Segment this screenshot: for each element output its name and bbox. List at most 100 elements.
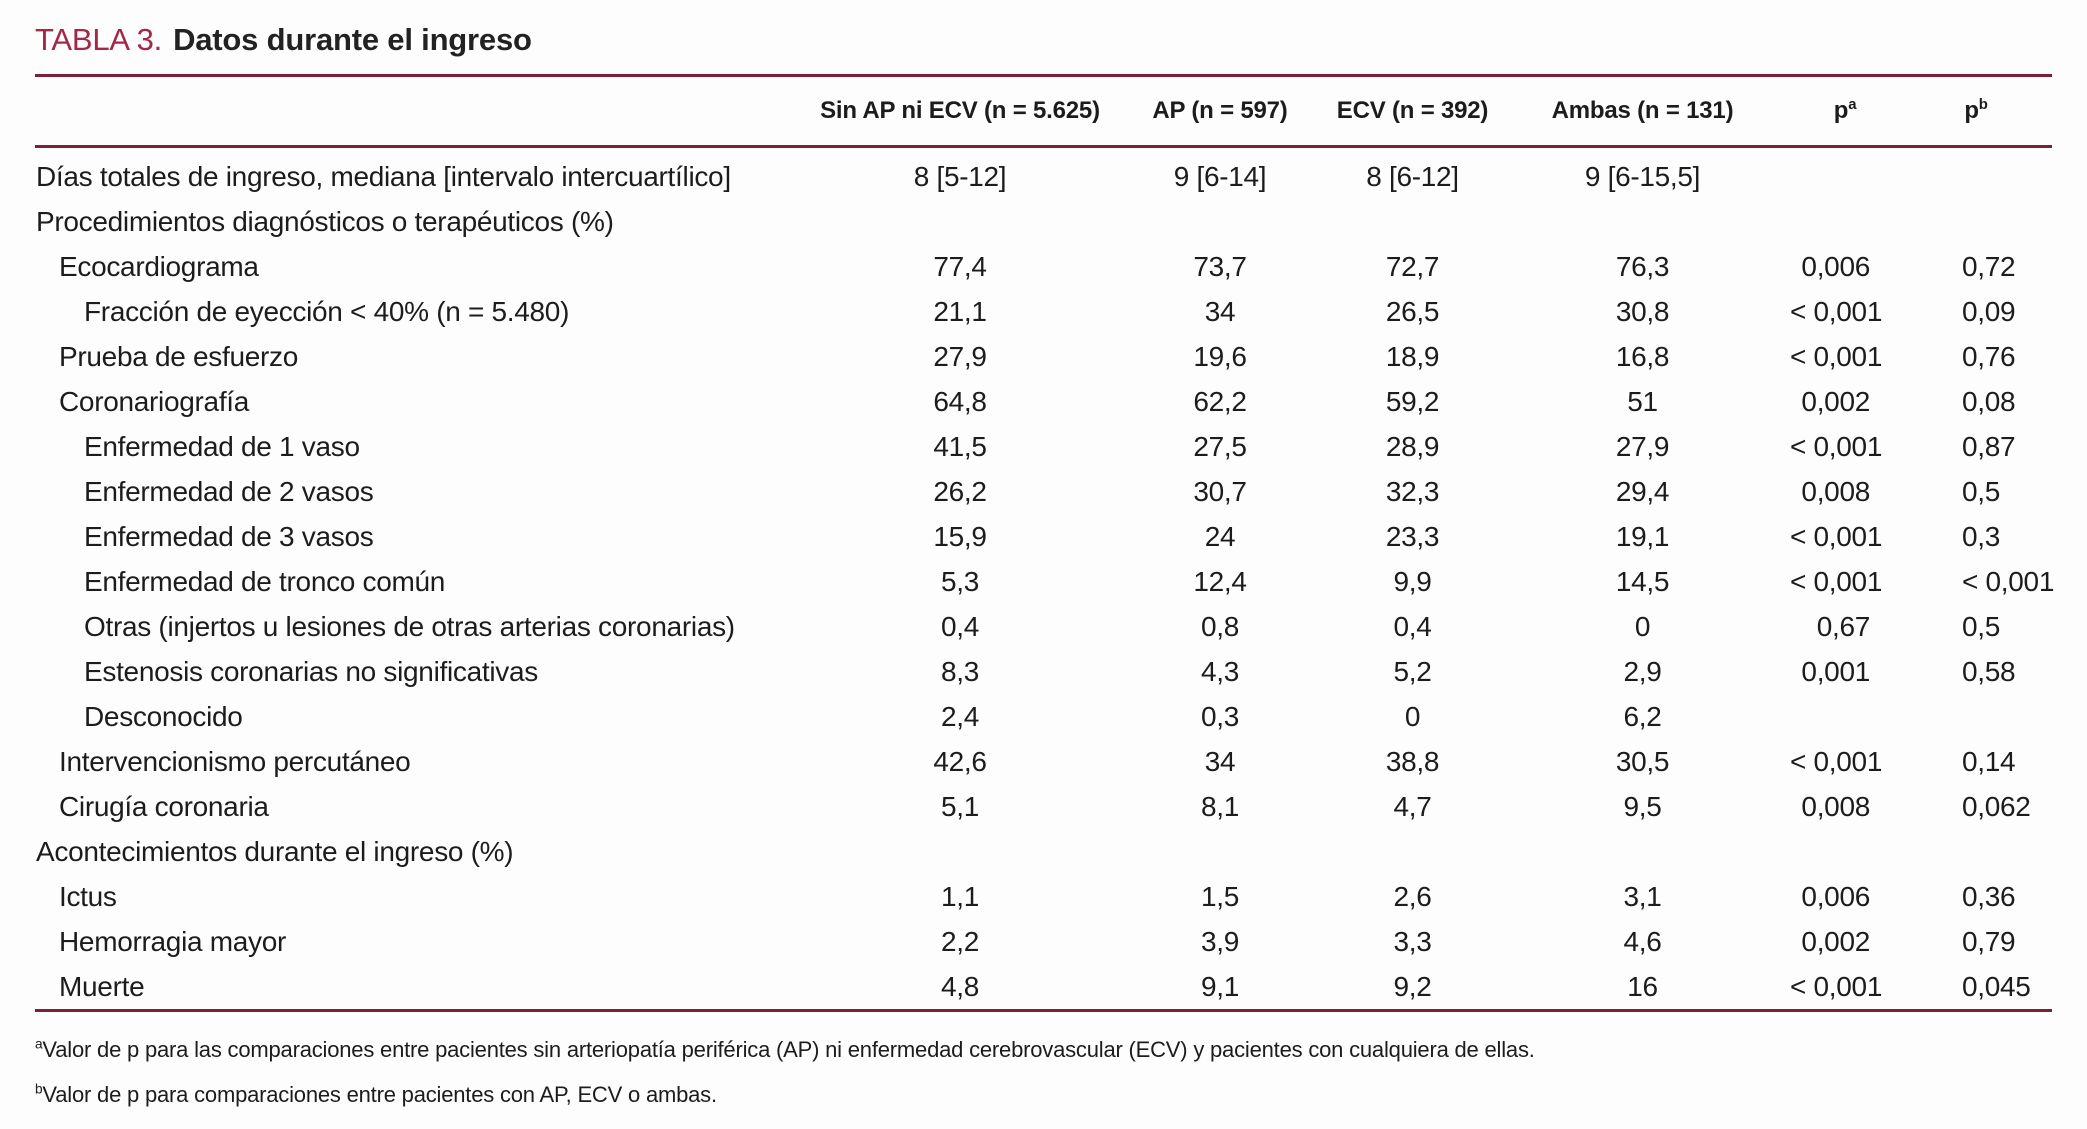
row-label: Procedimientos diagnósticos o terapéutic… [36,206,614,237]
cell-sin-ap-ni-ecv: 64,8 [933,386,987,417]
row-label: Ictus [59,881,117,912]
cell-ecv: 3,3 [1393,926,1432,957]
cell-ambas: 16 [1627,971,1658,1002]
table-row: Enfermedad de 2 vasos 26,2 30,7 32,3 29,… [35,469,2052,514]
cell-ambas: 9 [6-15,5] [1584,161,1701,192]
table-row: Fracción de eyección < 40% (n = 5.480) 2… [35,289,2052,334]
cell-p-b [1900,829,2052,874]
cell-ap: 24 [1204,521,1236,552]
cell-sin-ap-ni-ecv: 2,2 [940,926,980,957]
data-table: Sin AP ni ECV (n = 5.625) AP (n = 597) E… [35,74,2054,1012]
cell-p-a: 0,001 [1801,656,1870,687]
cell-ambas: 29,4 [1615,476,1670,507]
cell-ap: 30,7 [1193,476,1247,507]
table-row: Ictus 1,1 1,5 2,6 3,1 0,006 0,36 [35,874,2052,919]
cell-p-b: 0,08 [1962,386,2016,417]
cell-ap: 9 [6-14] [1173,161,1267,192]
cell-p-b: 0,87 [1962,431,2016,462]
cell-p-a: 0,002 [1801,386,1870,417]
cell-sin-ap-ni-ecv: 21,1 [933,296,987,327]
table-row: Acontecimientos durante el ingreso (%) [35,829,2052,874]
cell-p-a: < 0,001 [1790,971,1883,1002]
col-header-empty [35,75,810,148]
table-row: Coronariografía 64,8 62,2 59,2 51 0,002 … [35,379,2052,424]
cell-p-a: 0,006 [1801,251,1870,282]
table-body: Días totales de ingreso, mediana [interv… [35,147,2054,1011]
cell-ap: 19,6 [1193,341,1247,372]
cell-ap: 0,8 [1200,611,1240,642]
cell-p-b [1900,147,2052,200]
cell-p-a: < 0,001 [1790,341,1883,372]
table-header-row: Sin AP ni ECV (n = 5.625) AP (n = 597) E… [35,75,2052,148]
col-header-label: p [1964,97,1979,124]
cell-sin-ap-ni-ecv: 15,9 [933,521,987,552]
cell-p-a: 0,008 [1801,791,1870,822]
table-row: Muerte 4,8 9,1 9,2 16 < 0,001 0,045 [35,964,2052,1011]
cell-ap: 8,1 [1200,791,1240,822]
table-caption: Datos durante el ingreso [173,22,532,57]
footnote-b: bValor de p para comparaciones entre pac… [35,1072,2052,1117]
table-row: Desconocido 2,4 0,3 0 6,2 [35,694,2052,739]
col-header-label: ECV (n = 392) [1336,97,1489,124]
row-label: Muerte [59,971,145,1002]
cell-ecv: 4,7 [1393,791,1432,822]
col-header-label: Ambas (n = 131) [1551,97,1734,124]
cell-sin-ap-ni-ecv: 5,1 [940,791,980,822]
cell-ap [1110,829,1330,874]
cell-p-a: < 0,001 [1790,296,1883,327]
cell-p-a: < 0,001 [1790,566,1883,597]
cell-p-b: 0,79 [1962,926,2016,957]
cell-p-a: < 0,001 [1790,521,1883,552]
cell-ambas: 76,3 [1615,251,1670,282]
cell-p-a: < 0,001 [1790,746,1883,777]
cell-ecv: 9,9 [1393,566,1432,597]
cell-sin-ap-ni-ecv: 5,3 [940,566,980,597]
footnote-text: Valor de p para comparaciones entre paci… [42,1082,717,1107]
cell-ap: 34 [1204,746,1236,777]
cell-p-b: 0,09 [1962,296,2016,327]
col-header-label: Sin AP ni ECV (n = 5.625) [820,97,1100,124]
cell-ambas: 2,9 [1623,656,1662,687]
row-label: Ecocardiograma [59,251,259,282]
cell-p-b: 0,58 [1962,656,2016,687]
cell-sin-ap-ni-ecv: 41,5 [933,431,987,462]
table-row: Cirugía coronaria 5,1 8,1 4,7 9,5 0,008 … [35,784,2052,829]
footnote-marker-a: a [35,1036,43,1052]
cell-p-b: 0,72 [1962,251,2016,282]
cell-ambas: 19,1 [1615,521,1670,552]
row-label: Estenosis coronarias no significativas [84,656,538,687]
table-row: Otras (injertos u lesiones de otras arte… [35,604,2052,649]
superscript-b: b [1978,97,1988,113]
col-header-ambas: Ambas (n = 131) [1495,75,1790,148]
cell-ambas: 0 [1634,611,1651,642]
cell-ap: 34 [1204,296,1236,327]
row-label: Enfermedad de 3 vasos [84,521,374,552]
cell-p-b: 0,14 [1962,746,2016,777]
cell-ecv: 8 [6-12] [1366,161,1459,192]
footnote-a: aValor de p para las comparaciones entre… [35,1027,2052,1072]
cell-ecv: 0 [1404,701,1421,732]
cell-ap: 73,7 [1193,251,1247,282]
cell-ap: 3,9 [1200,926,1240,957]
cell-p-b: 0,045 [1962,971,2031,1002]
col-header-label: AP (n = 597) [1152,97,1288,124]
cell-p-b [1900,694,2052,739]
table-row: Días totales de ingreso, mediana [interv… [35,147,2052,200]
cell-p-a: < 0,001 [1790,431,1883,462]
cell-ecv: 9,2 [1393,971,1432,1002]
cell-p-b: 0,062 [1962,791,2031,822]
table-row: Prueba de esfuerzo 27,9 19,6 18,9 16,8 <… [35,334,2052,379]
cell-p-a [1790,147,1900,200]
table-row: Ecocardiograma 77,4 73,7 72,7 76,3 0,006… [35,244,2052,289]
cell-ambas [1495,829,1790,874]
cell-p-a: 0,008 [1801,476,1870,507]
cell-ambas: 6,2 [1623,701,1662,732]
cell-ambas: 30,8 [1615,296,1670,327]
cell-ecv: 38,8 [1385,746,1440,777]
cell-ecv [1330,199,1495,244]
cell-ecv: 28,9 [1385,431,1440,462]
cell-ecv: 26,5 [1385,296,1440,327]
cell-p-b: 0,76 [1962,341,2016,372]
cell-ambas: 14,5 [1615,566,1670,597]
cell-sin-ap-ni-ecv: 2,4 [940,701,980,732]
